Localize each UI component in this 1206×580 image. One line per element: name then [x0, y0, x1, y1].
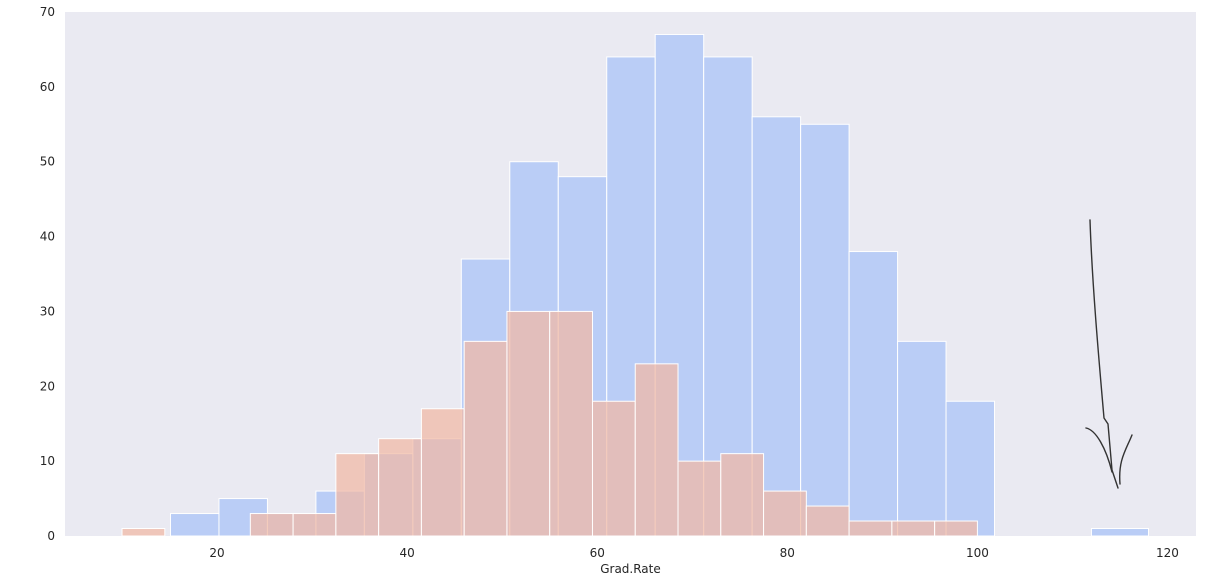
bars — [121, 33, 1149, 537]
histogram-bar-series-2 — [720, 453, 765, 537]
histogram-bar-series-2 — [677, 460, 722, 537]
histogram-bar-series-2 — [805, 505, 850, 537]
histogram-bar-series-2 — [549, 310, 593, 537]
histogram-bar-series-2 — [463, 340, 508, 537]
x-tick-label: 120 — [1156, 546, 1179, 560]
x-tick-label: 80 — [780, 546, 795, 560]
histogram-bar-series-2 — [420, 408, 465, 537]
x-axis: 20 40 60 80 100 120 — [209, 546, 1179, 560]
y-tick-label: 20 — [40, 379, 55, 393]
x-tick-label: 60 — [590, 546, 605, 560]
x-tick-label: 100 — [966, 546, 989, 560]
histogram-bar-series-1 — [945, 400, 996, 537]
histogram-bar-series-1 — [169, 513, 220, 537]
y-tick-label: 0 — [47, 529, 55, 543]
histogram-bar-series-1 — [848, 251, 899, 537]
x-axis-label: Grad.Rate — [600, 562, 661, 576]
histogram-bar-series-2 — [121, 528, 166, 537]
histogram-bar-series-1 — [897, 340, 947, 537]
histogram-bar-series-1 — [800, 123, 850, 537]
histogram-bar-series-1 — [1090, 528, 1149, 537]
y-tick-label: 30 — [40, 304, 55, 318]
x-tick-label: 40 — [400, 546, 415, 560]
y-tick-label: 70 — [40, 5, 55, 19]
y-tick-label: 40 — [40, 230, 55, 244]
histogram-bar-series-2 — [634, 363, 679, 537]
x-tick-label: 20 — [209, 546, 224, 560]
histogram-bar-series-2 — [335, 453, 380, 537]
histogram-bar-series-2 — [292, 513, 337, 537]
histogram-bar-series-2 — [891, 520, 936, 537]
histogram-bar-series-2 — [763, 490, 807, 537]
histogram-bar-series-2 — [934, 520, 978, 537]
y-tick-label: 60 — [40, 80, 55, 94]
y-tick-label: 10 — [40, 454, 55, 468]
histogram-bar-series-2 — [249, 513, 294, 537]
y-tick-label: 50 — [40, 155, 55, 169]
y-axis: 0 10 20 30 40 50 60 70 — [40, 5, 55, 543]
histogram-bar-series-2 — [378, 438, 422, 537]
hand-drawn-arrow-annotation — [1085, 219, 1133, 489]
histogram-bar-series-2 — [506, 310, 551, 537]
histogram-bar-series-2 — [591, 400, 636, 537]
histogram-bar-series-2 — [848, 520, 893, 537]
